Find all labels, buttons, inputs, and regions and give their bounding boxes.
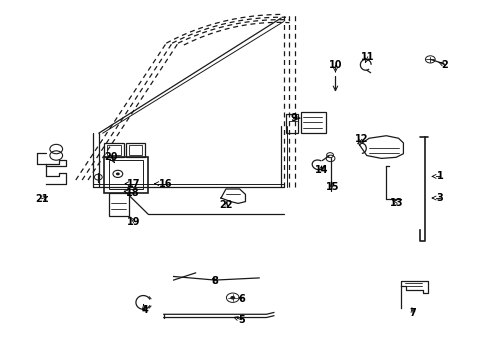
Bar	[104, 157, 148, 193]
Bar	[126, 143, 144, 157]
Circle shape	[425, 56, 434, 63]
Text: 13: 13	[389, 198, 403, 208]
Bar	[300, 112, 325, 133]
Text: 11: 11	[360, 52, 374, 62]
Text: 8: 8	[211, 276, 218, 286]
Text: 6: 6	[238, 294, 245, 304]
Text: 18: 18	[126, 188, 140, 198]
Text: 19: 19	[126, 217, 140, 228]
Text: 3: 3	[436, 193, 443, 203]
Circle shape	[113, 170, 122, 177]
Bar	[128, 145, 142, 155]
Text: 5: 5	[238, 315, 244, 325]
Text: 4: 4	[141, 305, 148, 315]
Bar	[285, 114, 298, 133]
Text: 15: 15	[325, 182, 339, 192]
Text: 1: 1	[436, 171, 443, 181]
Text: 22: 22	[219, 200, 232, 210]
Text: 21: 21	[35, 194, 48, 204]
Text: 12: 12	[354, 134, 368, 144]
Bar	[109, 193, 128, 216]
Text: 14: 14	[314, 165, 327, 175]
Text: 16: 16	[158, 179, 172, 189]
Text: 9: 9	[289, 113, 296, 123]
Text: 2: 2	[441, 60, 447, 70]
Circle shape	[230, 296, 235, 300]
Bar	[106, 145, 121, 155]
Text: 7: 7	[409, 308, 416, 318]
Circle shape	[116, 172, 120, 175]
Circle shape	[226, 293, 239, 302]
Text: 20: 20	[104, 152, 118, 162]
Text: 17: 17	[126, 179, 140, 189]
Text: 10: 10	[328, 60, 342, 70]
Bar	[104, 143, 123, 157]
Bar	[109, 160, 143, 189]
